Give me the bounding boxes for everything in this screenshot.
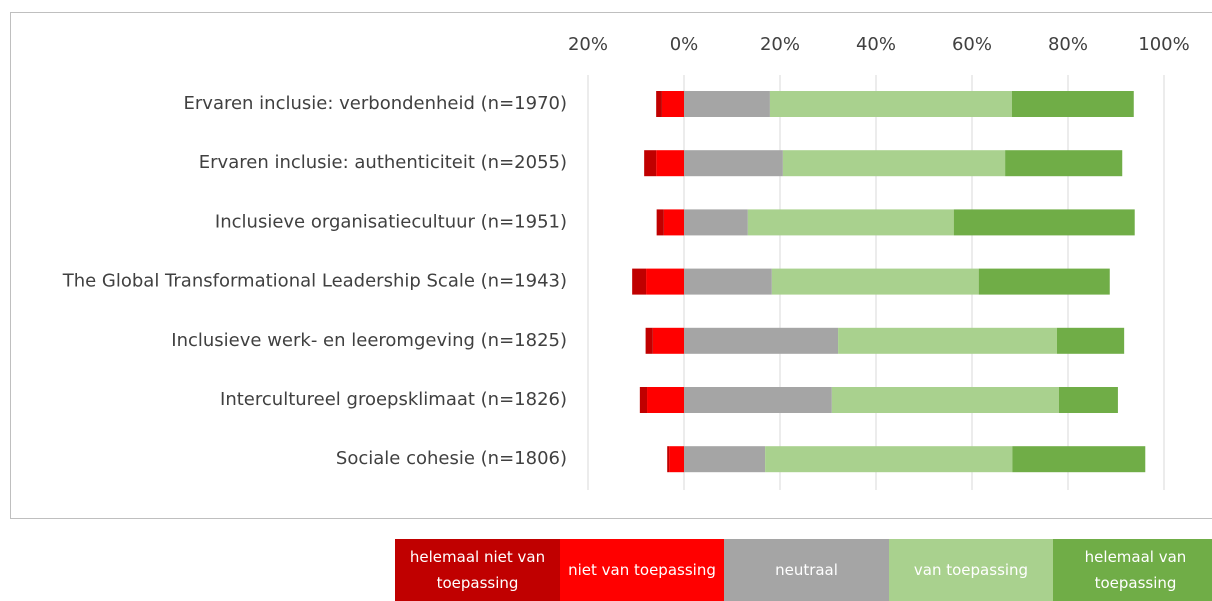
- bar-segment: [684, 446, 765, 472]
- bar-segment: [656, 150, 684, 176]
- x-tick-label: 100%: [1138, 34, 1189, 55]
- bar-segment: [954, 209, 1135, 235]
- bar-segment: [644, 150, 656, 176]
- x-tick-label: 20%: [760, 34, 800, 55]
- bar-segment: [748, 209, 954, 235]
- bar-segment: [1005, 150, 1122, 176]
- category-label: Sociale cohesie (n=1806): [336, 448, 567, 469]
- bar-segment: [684, 91, 770, 117]
- category-label: Ervaren inclusie: authenticiteit (n=2055…: [199, 152, 567, 173]
- chart-border: [11, 13, 1212, 519]
- bar-segment: [646, 328, 653, 354]
- legend-item: van toepassing: [889, 539, 1053, 601]
- bar-segment: [669, 446, 684, 472]
- bar-segment: [838, 328, 1057, 354]
- bar-segment: [647, 387, 684, 413]
- bar-segment: [684, 328, 838, 354]
- bar-segment: [1012, 91, 1134, 117]
- bar-segment: [1057, 328, 1124, 354]
- category-label: Inclusieve werk- en leeromgeving (n=1825…: [171, 330, 567, 351]
- x-tick-label: 0%: [670, 34, 699, 55]
- x-tick-label: 40%: [856, 34, 896, 55]
- bar-segment: [640, 387, 647, 413]
- bar-segment: [667, 446, 669, 472]
- category-label: Inclusieve organisatiecultuur (n=1951): [215, 211, 567, 232]
- category-label: Intercultureel groepsklimaat (n=1826): [220, 389, 567, 410]
- bar-segment: [1059, 387, 1118, 413]
- x-tick-label: 20%: [568, 34, 608, 55]
- legend-item: niet van toepassing: [560, 539, 724, 601]
- bar-segment: [783, 150, 1005, 176]
- bar-segment: [684, 387, 832, 413]
- bar-segment: [1012, 446, 1145, 472]
- bar-segment: [832, 387, 1059, 413]
- category-label: The Global Transformational Leadership S…: [62, 271, 567, 292]
- bar-segment: [657, 209, 664, 235]
- bar-segment: [765, 446, 1012, 472]
- category-label: Ervaren inclusie: verbondenheid (n=1970): [184, 93, 567, 114]
- bar-segment: [662, 91, 684, 117]
- bar-segment: [653, 328, 684, 354]
- bar-segment: [979, 269, 1110, 295]
- legend-item: helemaal niet van toepassing: [395, 539, 560, 601]
- legend-item: helemaal van toepassing: [1053, 539, 1212, 601]
- bar-segment: [772, 269, 979, 295]
- bar-segment: [664, 209, 684, 235]
- bar-segment: [684, 150, 783, 176]
- bar-segment: [646, 269, 684, 295]
- legend-item: neutraal: [724, 539, 889, 601]
- x-tick-label: 80%: [1048, 34, 1088, 55]
- bar-segment: [632, 269, 646, 295]
- bar-segment: [770, 91, 1012, 117]
- bar-segment: [684, 209, 748, 235]
- bar-segment: [656, 91, 662, 117]
- bar-segment: [684, 269, 772, 295]
- x-tick-label: 60%: [952, 34, 992, 55]
